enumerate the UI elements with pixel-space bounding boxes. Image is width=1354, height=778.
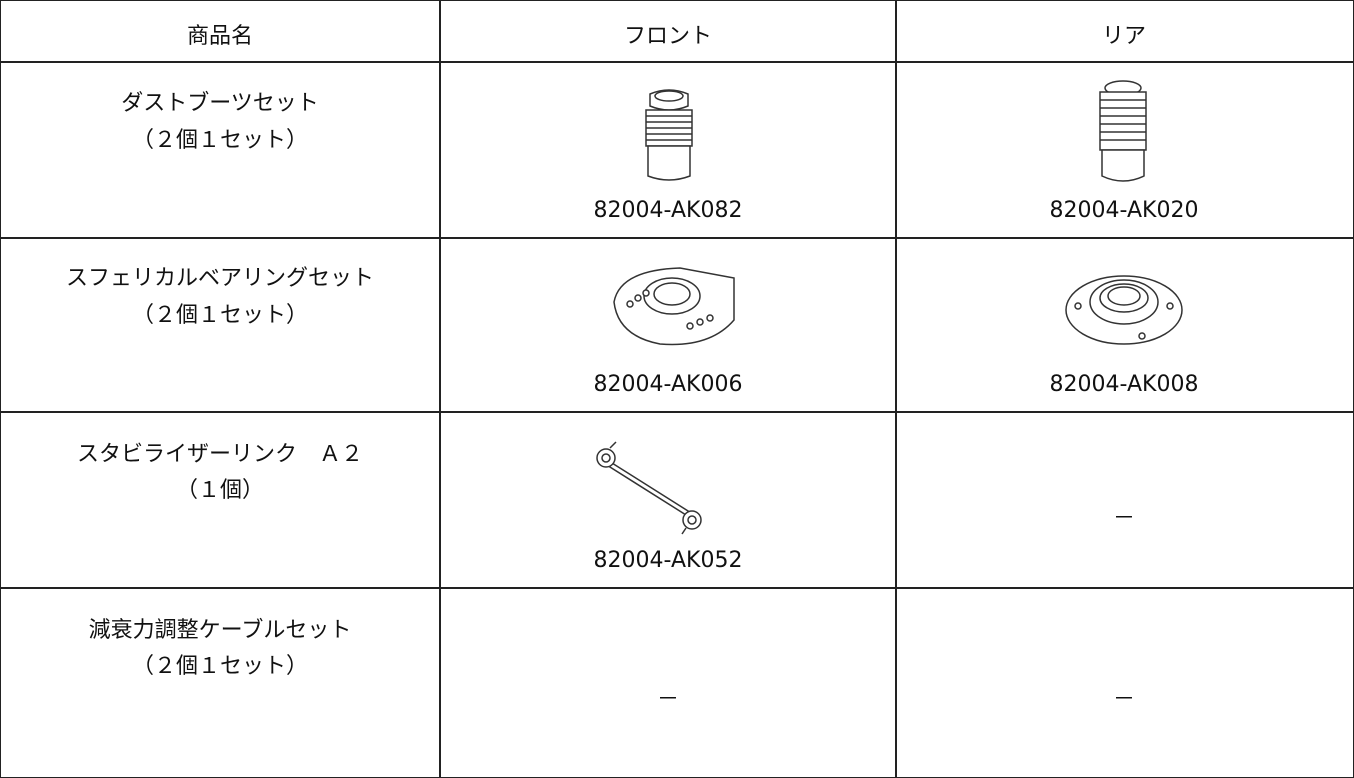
- part-number: 82004-AK020: [1049, 198, 1199, 223]
- part-number: 82004-AK006: [593, 372, 743, 397]
- product-quantity: （２個１セット）: [131, 654, 308, 679]
- cell: [0, 61, 441, 239]
- header-cell: [439, 0, 897, 63]
- part-number: 82004-AK082: [593, 198, 743, 223]
- empty-mark: －: [1112, 687, 1135, 712]
- product-name: 減衰力調整ケーブルセット: [88, 618, 352, 643]
- cell: [0, 411, 441, 589]
- product-quantity: （２個１セット）: [131, 128, 308, 153]
- product-name: スフェリカルベアリングセット: [65, 266, 374, 291]
- stabilizer-link-image: [596, 441, 702, 535]
- empty-mark: －: [1112, 506, 1135, 531]
- empty-mark: －: [656, 687, 679, 712]
- dust-boot-image: [1099, 80, 1147, 182]
- header-text: リア: [1101, 24, 1146, 49]
- product-name: ダストブーツセット: [121, 91, 319, 116]
- cell: [0, 237, 441, 413]
- cell: [439, 61, 897, 239]
- product-quantity: （１個）: [175, 478, 264, 503]
- header-cell: [0, 0, 441, 63]
- cell: [439, 411, 897, 589]
- dust-boot-image: [645, 89, 693, 181]
- part-number: 82004-AK008: [1049, 372, 1199, 397]
- header-text: フロント: [623, 24, 712, 49]
- bearing-image: [1065, 275, 1183, 345]
- product-quantity: （２個１セット）: [131, 303, 308, 328]
- bearing-image: [613, 267, 735, 346]
- header-text: 商品名: [186, 24, 253, 49]
- cell: [439, 237, 897, 413]
- product-name: スタビライザーリンク Ａ２: [76, 442, 363, 467]
- part-number: 82004-AK052: [593, 548, 743, 573]
